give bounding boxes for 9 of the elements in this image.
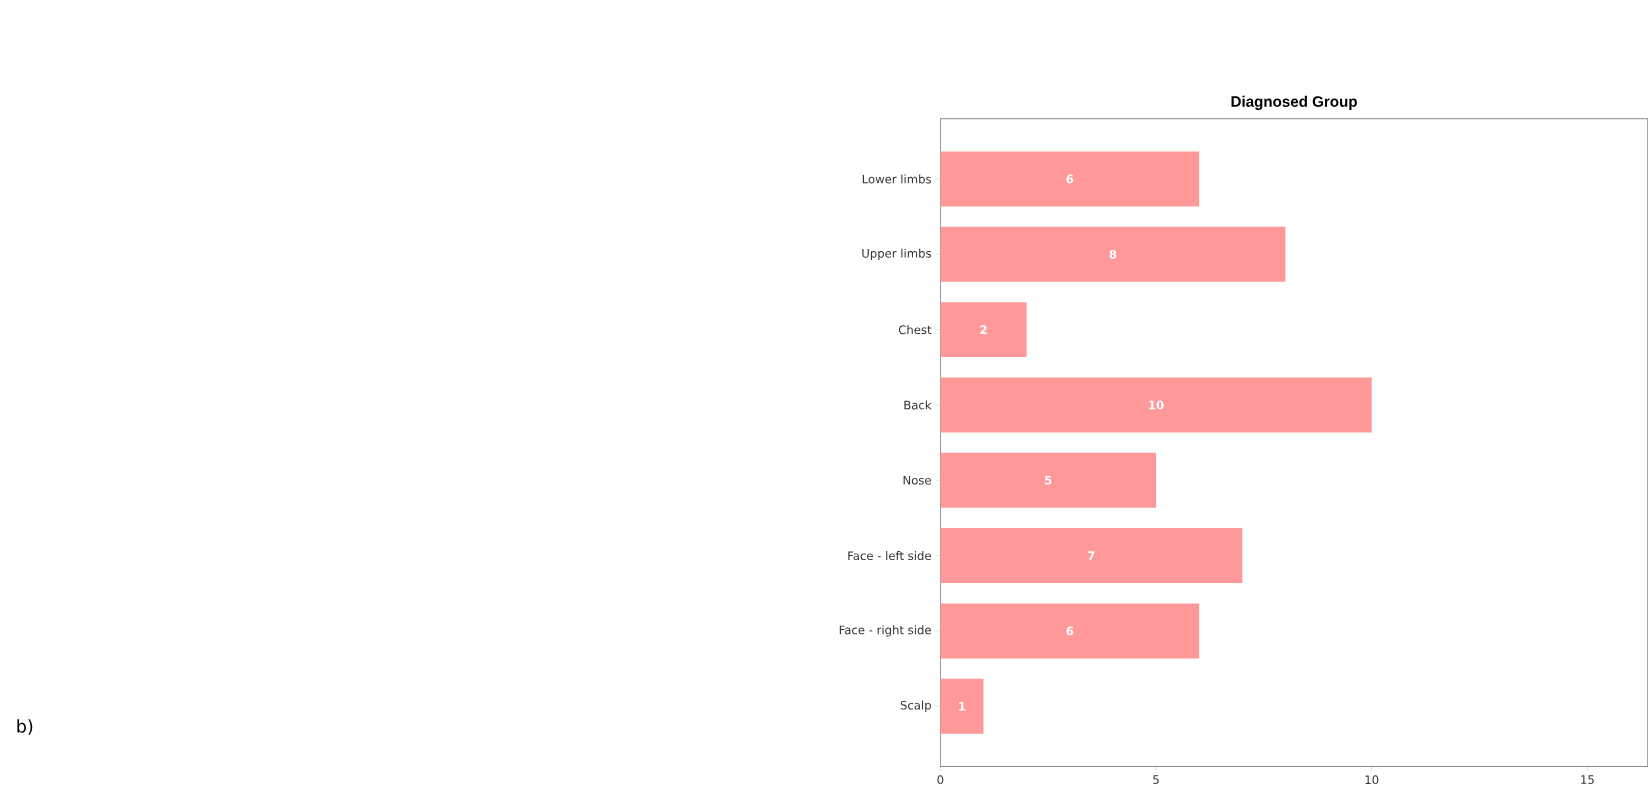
bar <box>940 226 1286 282</box>
bar <box>940 452 1157 508</box>
bar <box>940 678 984 734</box>
bar <box>940 302 1027 358</box>
bar <box>940 603 1200 659</box>
bar <box>940 528 1243 584</box>
bar <box>940 377 1372 433</box>
bar <box>940 151 1200 207</box>
text: b) <box>17 719 33 735</box>
